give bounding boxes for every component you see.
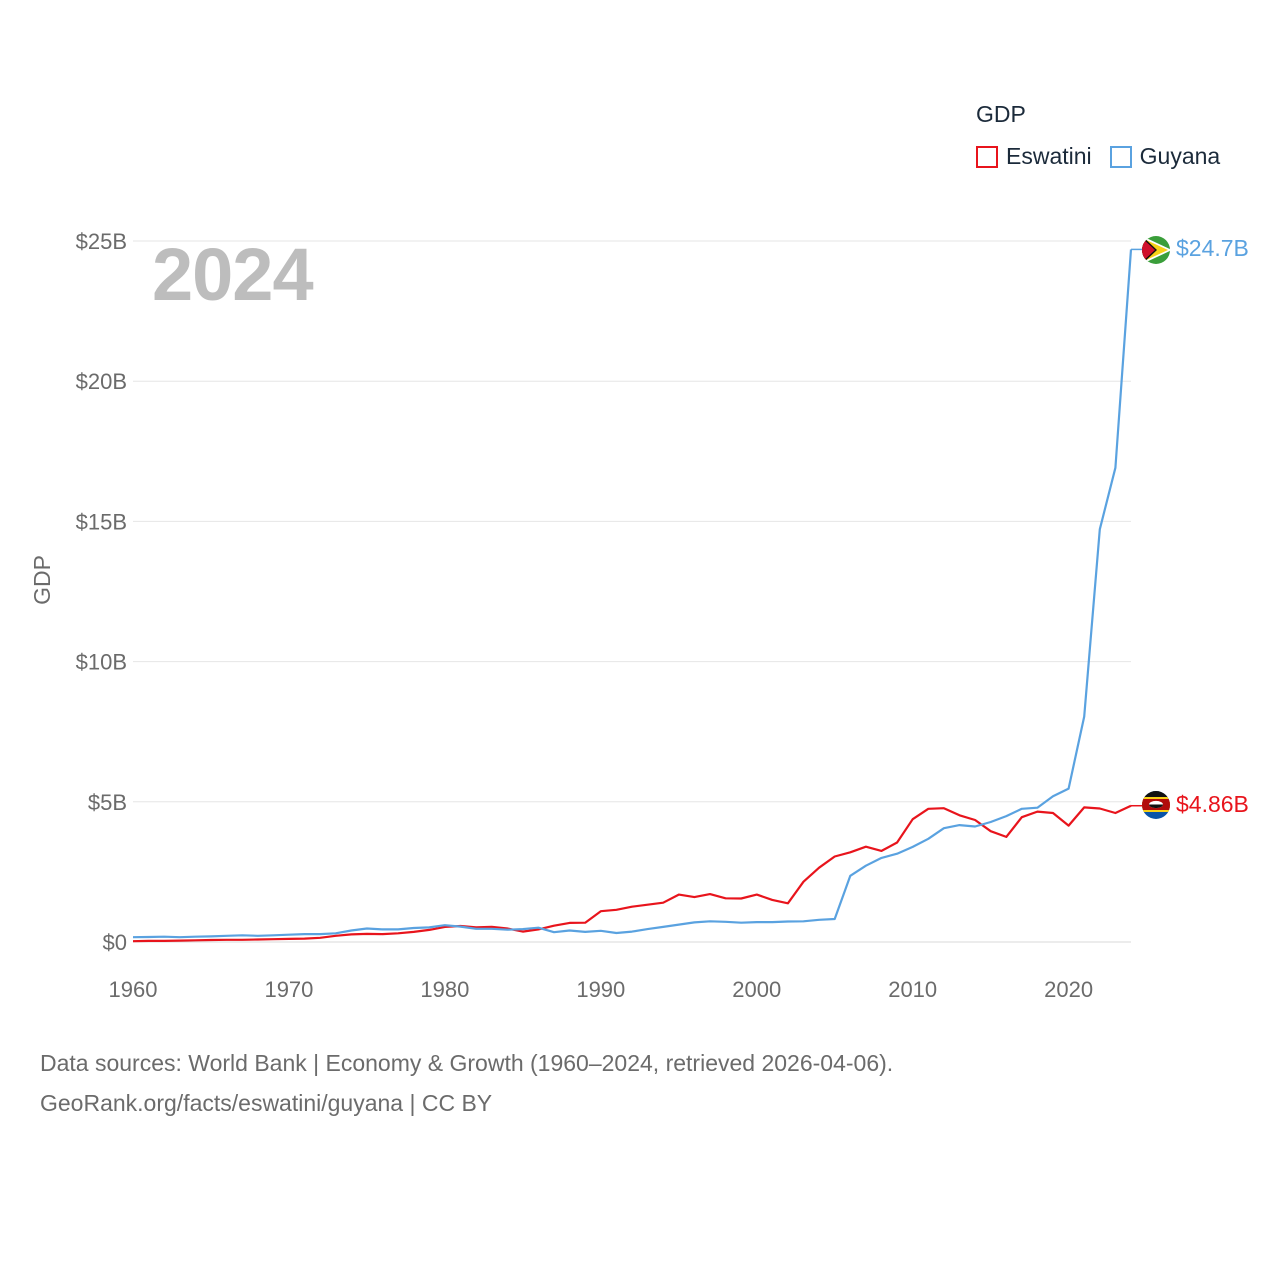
x-tick-label: 2010 (888, 977, 937, 1002)
x-tick-label: 1960 (109, 977, 158, 1002)
footer-link-line[interactable]: GeoRank.org/facts/eswatini/guyana | CC B… (40, 1090, 493, 1116)
x-tick-label: 1970 (264, 977, 313, 1002)
guyana-end-value-label: $24.7B (1176, 235, 1249, 261)
eswatini-end-value-label: $4.86B (1176, 791, 1249, 817)
grid-lines (133, 240, 1131, 943)
y-tick-label: $25B (76, 229, 127, 254)
end-markers (1142, 236, 1170, 819)
legend-label-eswatini: Eswatini (1006, 143, 1092, 169)
y-tick-label: $5B (88, 790, 127, 815)
x-axis-tick-labels: 1960 1970 1980 1990 2000 2010 2020 (109, 977, 1094, 1002)
y-axis-title: GDP (29, 555, 55, 605)
legend-label-guyana: Guyana (1139, 143, 1221, 169)
y-tick-label: $20B (76, 369, 127, 394)
y-tick-label: $15B (76, 509, 127, 534)
x-tick-label: 2020 (1044, 977, 1093, 1002)
series-lines (132, 248, 1142, 943)
x-tick-label: 2000 (732, 977, 781, 1002)
series-line-eswatini[interactable] (132, 804, 1132, 943)
legend: Eswatini Guyana (976, 143, 1238, 170)
legend-item-eswatini[interactable]: Eswatini (976, 143, 1092, 170)
x-tick-label: 1990 (576, 977, 625, 1002)
eswatini-flag-icon (1142, 791, 1170, 819)
footer-source-line: Data sources: World Bank | Economy & Gro… (40, 1050, 894, 1076)
y-tick-label: $0 (103, 930, 127, 955)
legend-title: GDP (976, 101, 1026, 127)
series-line-guyana[interactable] (132, 249, 1133, 939)
data-source-footer: Data sources: World Bank | Economy & Gro… (40, 1043, 893, 1123)
x-tick-label: 1980 (420, 977, 469, 1002)
year-watermark: 2024 (152, 233, 314, 316)
y-tick-label: $10B (76, 650, 127, 675)
legend-item-guyana[interactable]: Guyana (1109, 143, 1221, 170)
y-axis-tick-labels: $0 $5B $10B $15B $20B $25B (76, 229, 127, 955)
legend-swatch-guyana (1109, 145, 1132, 168)
guyana-flag-icon (1142, 236, 1170, 264)
legend-swatch-eswatini (976, 145, 998, 168)
